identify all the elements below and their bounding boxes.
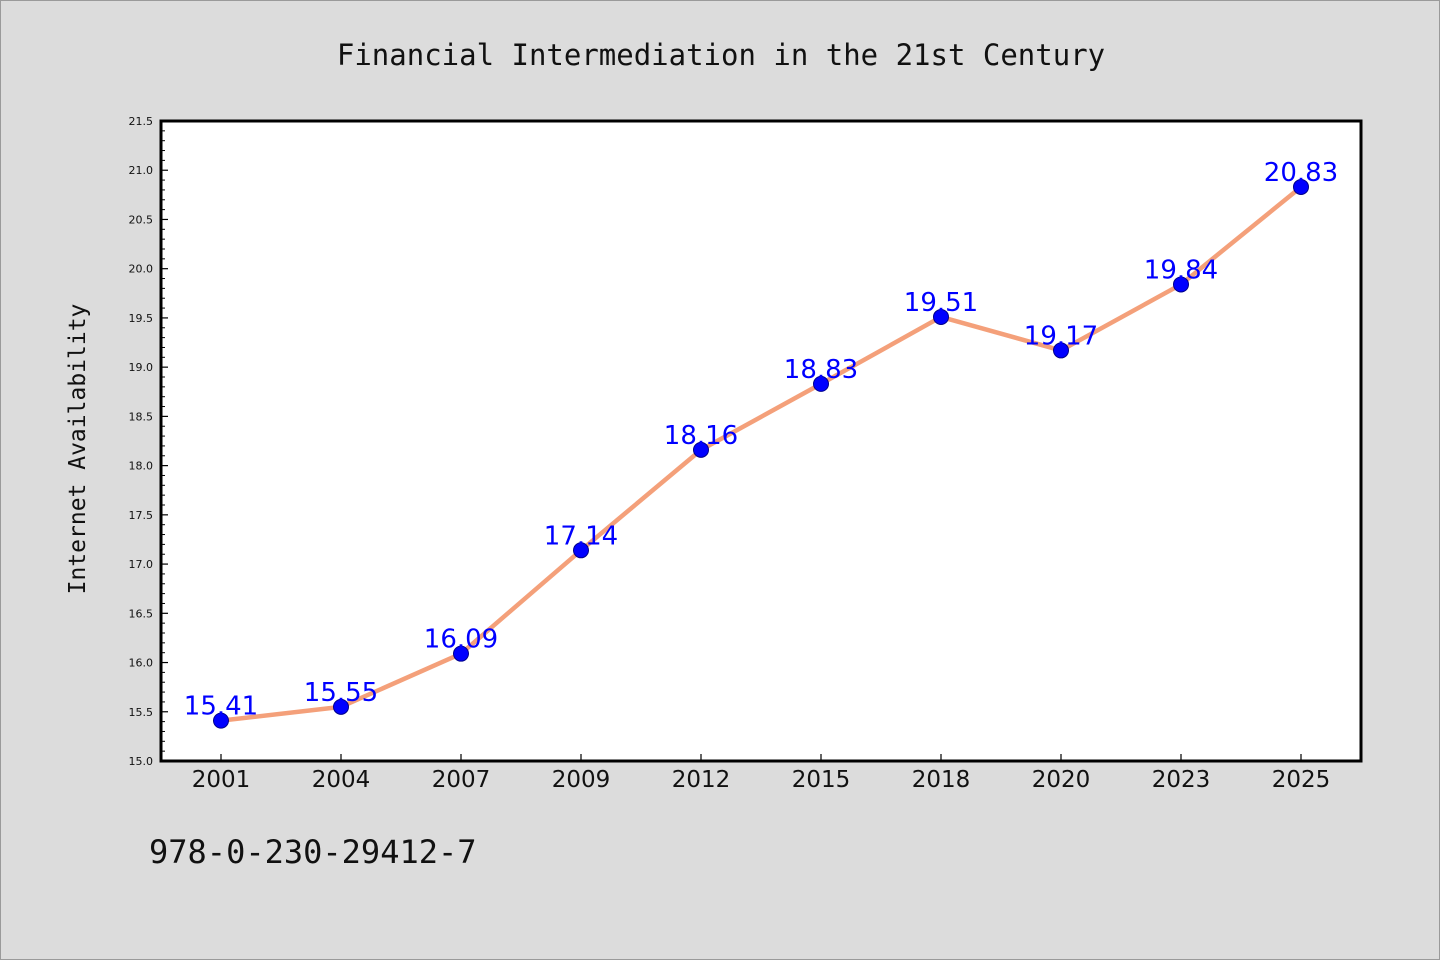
y-tick-label: 19.5 bbox=[129, 312, 154, 325]
y-tick-label: 15.5 bbox=[129, 706, 154, 719]
data-label: 19.51 bbox=[904, 288, 978, 318]
x-tick-label: 2023 bbox=[1152, 767, 1211, 793]
data-point-marker bbox=[573, 542, 589, 559]
x-axis-ticks: 2001 2004 2007 2009 2012 2015 2018 2020 2023 2025 bbox=[192, 754, 1331, 793]
y-tick-label: 21.5 bbox=[129, 115, 154, 128]
y-tick-label: 17.5 bbox=[129, 509, 154, 522]
data-point-marker bbox=[1053, 342, 1069, 359]
y-tick-label: 17.0 bbox=[129, 558, 154, 571]
y-tick-label: 20.0 bbox=[129, 263, 154, 276]
x-tick-label: 2012 bbox=[672, 767, 731, 793]
data-point-marker bbox=[933, 308, 949, 325]
y-tick-label: 16.0 bbox=[129, 657, 154, 670]
data-label: 17.14 bbox=[544, 521, 618, 551]
x-tick-label: 2007 bbox=[432, 767, 491, 793]
data-point-marker bbox=[1173, 276, 1189, 293]
data-label: 18.83 bbox=[784, 355, 858, 385]
y-axis-label: Internet Availability bbox=[65, 304, 91, 595]
y-tick-label: 18.5 bbox=[129, 410, 154, 423]
x-tick-label: 2018 bbox=[912, 767, 971, 793]
series-line bbox=[218, 184, 1304, 723]
data-label: 19.84 bbox=[1144, 255, 1218, 285]
y-tick-label: 18.0 bbox=[129, 460, 154, 473]
x-tick-label: 2009 bbox=[552, 767, 611, 793]
series-layer bbox=[218, 184, 1304, 723]
y-axis-ticks: 15.0 15.5 16.0 16.5 17.0 17.5 18.0 18.5 19.0 19.5… bbox=[129, 115, 168, 768]
data-point-marker bbox=[333, 698, 349, 715]
y-tick-label: 19.0 bbox=[129, 361, 154, 374]
data-label: 16.09 bbox=[424, 625, 498, 655]
markers-layer bbox=[213, 178, 1309, 729]
x-tick-label: 2001 bbox=[192, 767, 251, 793]
data-point-marker bbox=[1293, 178, 1309, 195]
isbn-text: 978-0-230-29412-7 bbox=[149, 833, 477, 871]
x-tick-label: 2004 bbox=[312, 767, 371, 793]
data-label: 15.41 bbox=[184, 692, 258, 722]
y-tick-label: 15.0 bbox=[129, 755, 154, 768]
y-tick-label: 16.5 bbox=[129, 607, 154, 620]
x-tick-label: 2020 bbox=[1032, 767, 1091, 793]
data-label: 20.83 bbox=[1264, 158, 1338, 188]
data-point-marker bbox=[813, 375, 829, 392]
y-tick-label: 20.5 bbox=[129, 213, 154, 226]
data-label: 15.55 bbox=[304, 678, 378, 708]
data-point-marker bbox=[693, 441, 709, 458]
data-label: 19.17 bbox=[1024, 321, 1098, 351]
x-tick-label: 2015 bbox=[792, 767, 851, 793]
chart-title: Financial Intermediation in the 21st Cen… bbox=[337, 38, 1105, 72]
plot-area bbox=[161, 121, 1361, 761]
plot-frame bbox=[159, 119, 1363, 763]
data-point-marker bbox=[453, 645, 469, 662]
y-tick-label: 21.0 bbox=[129, 164, 154, 177]
data-point-marker bbox=[213, 712, 229, 729]
x-tick-label: 2025 bbox=[1272, 767, 1331, 793]
data-labels-layer: 15.41 15.55 16.09 17.14 18.16 18.83 19.51 19.17… bbox=[184, 158, 1338, 722]
data-label: 18.16 bbox=[664, 421, 738, 451]
